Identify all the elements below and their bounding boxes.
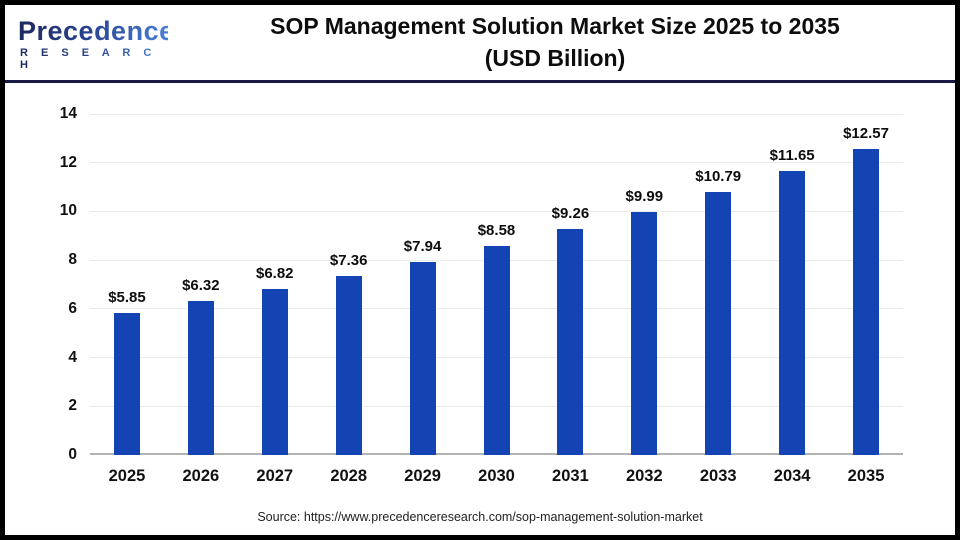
x-tick-label: 2028: [330, 467, 368, 485]
x-tick-label: 2030: [478, 467, 515, 485]
x-tick-label: 2034: [773, 467, 811, 485]
x-tick-label: 2032: [625, 467, 663, 485]
bar-value-label: $6.32: [182, 277, 220, 295]
bar-2027: [261, 288, 288, 455]
bar-value-label: $10.79: [695, 168, 742, 186]
chart-title-line1: SOP Management Solution Market Size 2025…: [270, 13, 840, 39]
x-tick-label: 2033: [699, 467, 737, 485]
x-tick-label: 2035: [847, 467, 885, 485]
bar-2026: [187, 301, 214, 455]
bar-2032: [631, 211, 658, 455]
chart-title-line2: (USD Billion): [484, 45, 626, 71]
y-tick-label: 6: [68, 299, 77, 317]
bar-value-label: $7.36: [329, 251, 368, 269]
gridline: [90, 162, 903, 164]
bar-value-label: $6.82: [255, 264, 294, 282]
gridline: [90, 210, 903, 212]
gridline: [90, 113, 903, 115]
y-tick-label: 14: [59, 105, 77, 122]
bar-2030: [483, 246, 510, 455]
y-tick-label: 2: [68, 397, 77, 415]
bar-value-label: $7.94: [403, 237, 442, 255]
bar-2035: [853, 148, 880, 455]
source-attribution: Source: https://www.precedenceresearch.c…: [257, 510, 703, 524]
bar-2031: [557, 229, 584, 455]
y-tick-label: 8: [68, 251, 77, 269]
logo-sub-text: R E S E A R C H: [18, 47, 168, 71]
x-tick-label: 2029: [404, 467, 441, 485]
y-tick-label: 12: [59, 153, 77, 171]
bar-value-label: $12.57: [843, 124, 889, 142]
bar-2034: [779, 171, 806, 455]
bar-value-label: $9.99: [625, 187, 664, 205]
x-tick-label: 2026: [182, 467, 220, 485]
bar-2028: [335, 275, 362, 455]
y-tick-label: 4: [68, 348, 77, 366]
x-tick-label: 2025: [108, 467, 146, 485]
y-tick-label: 10: [59, 202, 77, 220]
bar-value-label: $5.85: [108, 288, 146, 306]
bar-2033: [705, 192, 732, 455]
y-tick-label: 0: [68, 446, 77, 463]
bar-2025: [113, 312, 140, 455]
bar-value-label: $9.26: [551, 205, 590, 223]
plot-area: 0 2 4 6 8 10 12 14 $5.85 2025 $6.32 2026 $6.82 2027 $7…: [60, 105, 903, 485]
bar-2029: [409, 261, 436, 455]
chart-title: SOP Management Solution Market Size 2025…: [155, 10, 955, 74]
x-tick-label: 2031: [552, 467, 589, 485]
x-tick-label: 2027: [256, 467, 294, 485]
precedence-research-logo: Precedence R E S E A R C H: [18, 16, 175, 71]
logo-brand-text: Precedence: [18, 16, 175, 46]
header-separator-line: [5, 80, 955, 83]
bar-value-label: $8.58: [477, 222, 516, 240]
bar-value-label: $11.65: [769, 147, 815, 165]
